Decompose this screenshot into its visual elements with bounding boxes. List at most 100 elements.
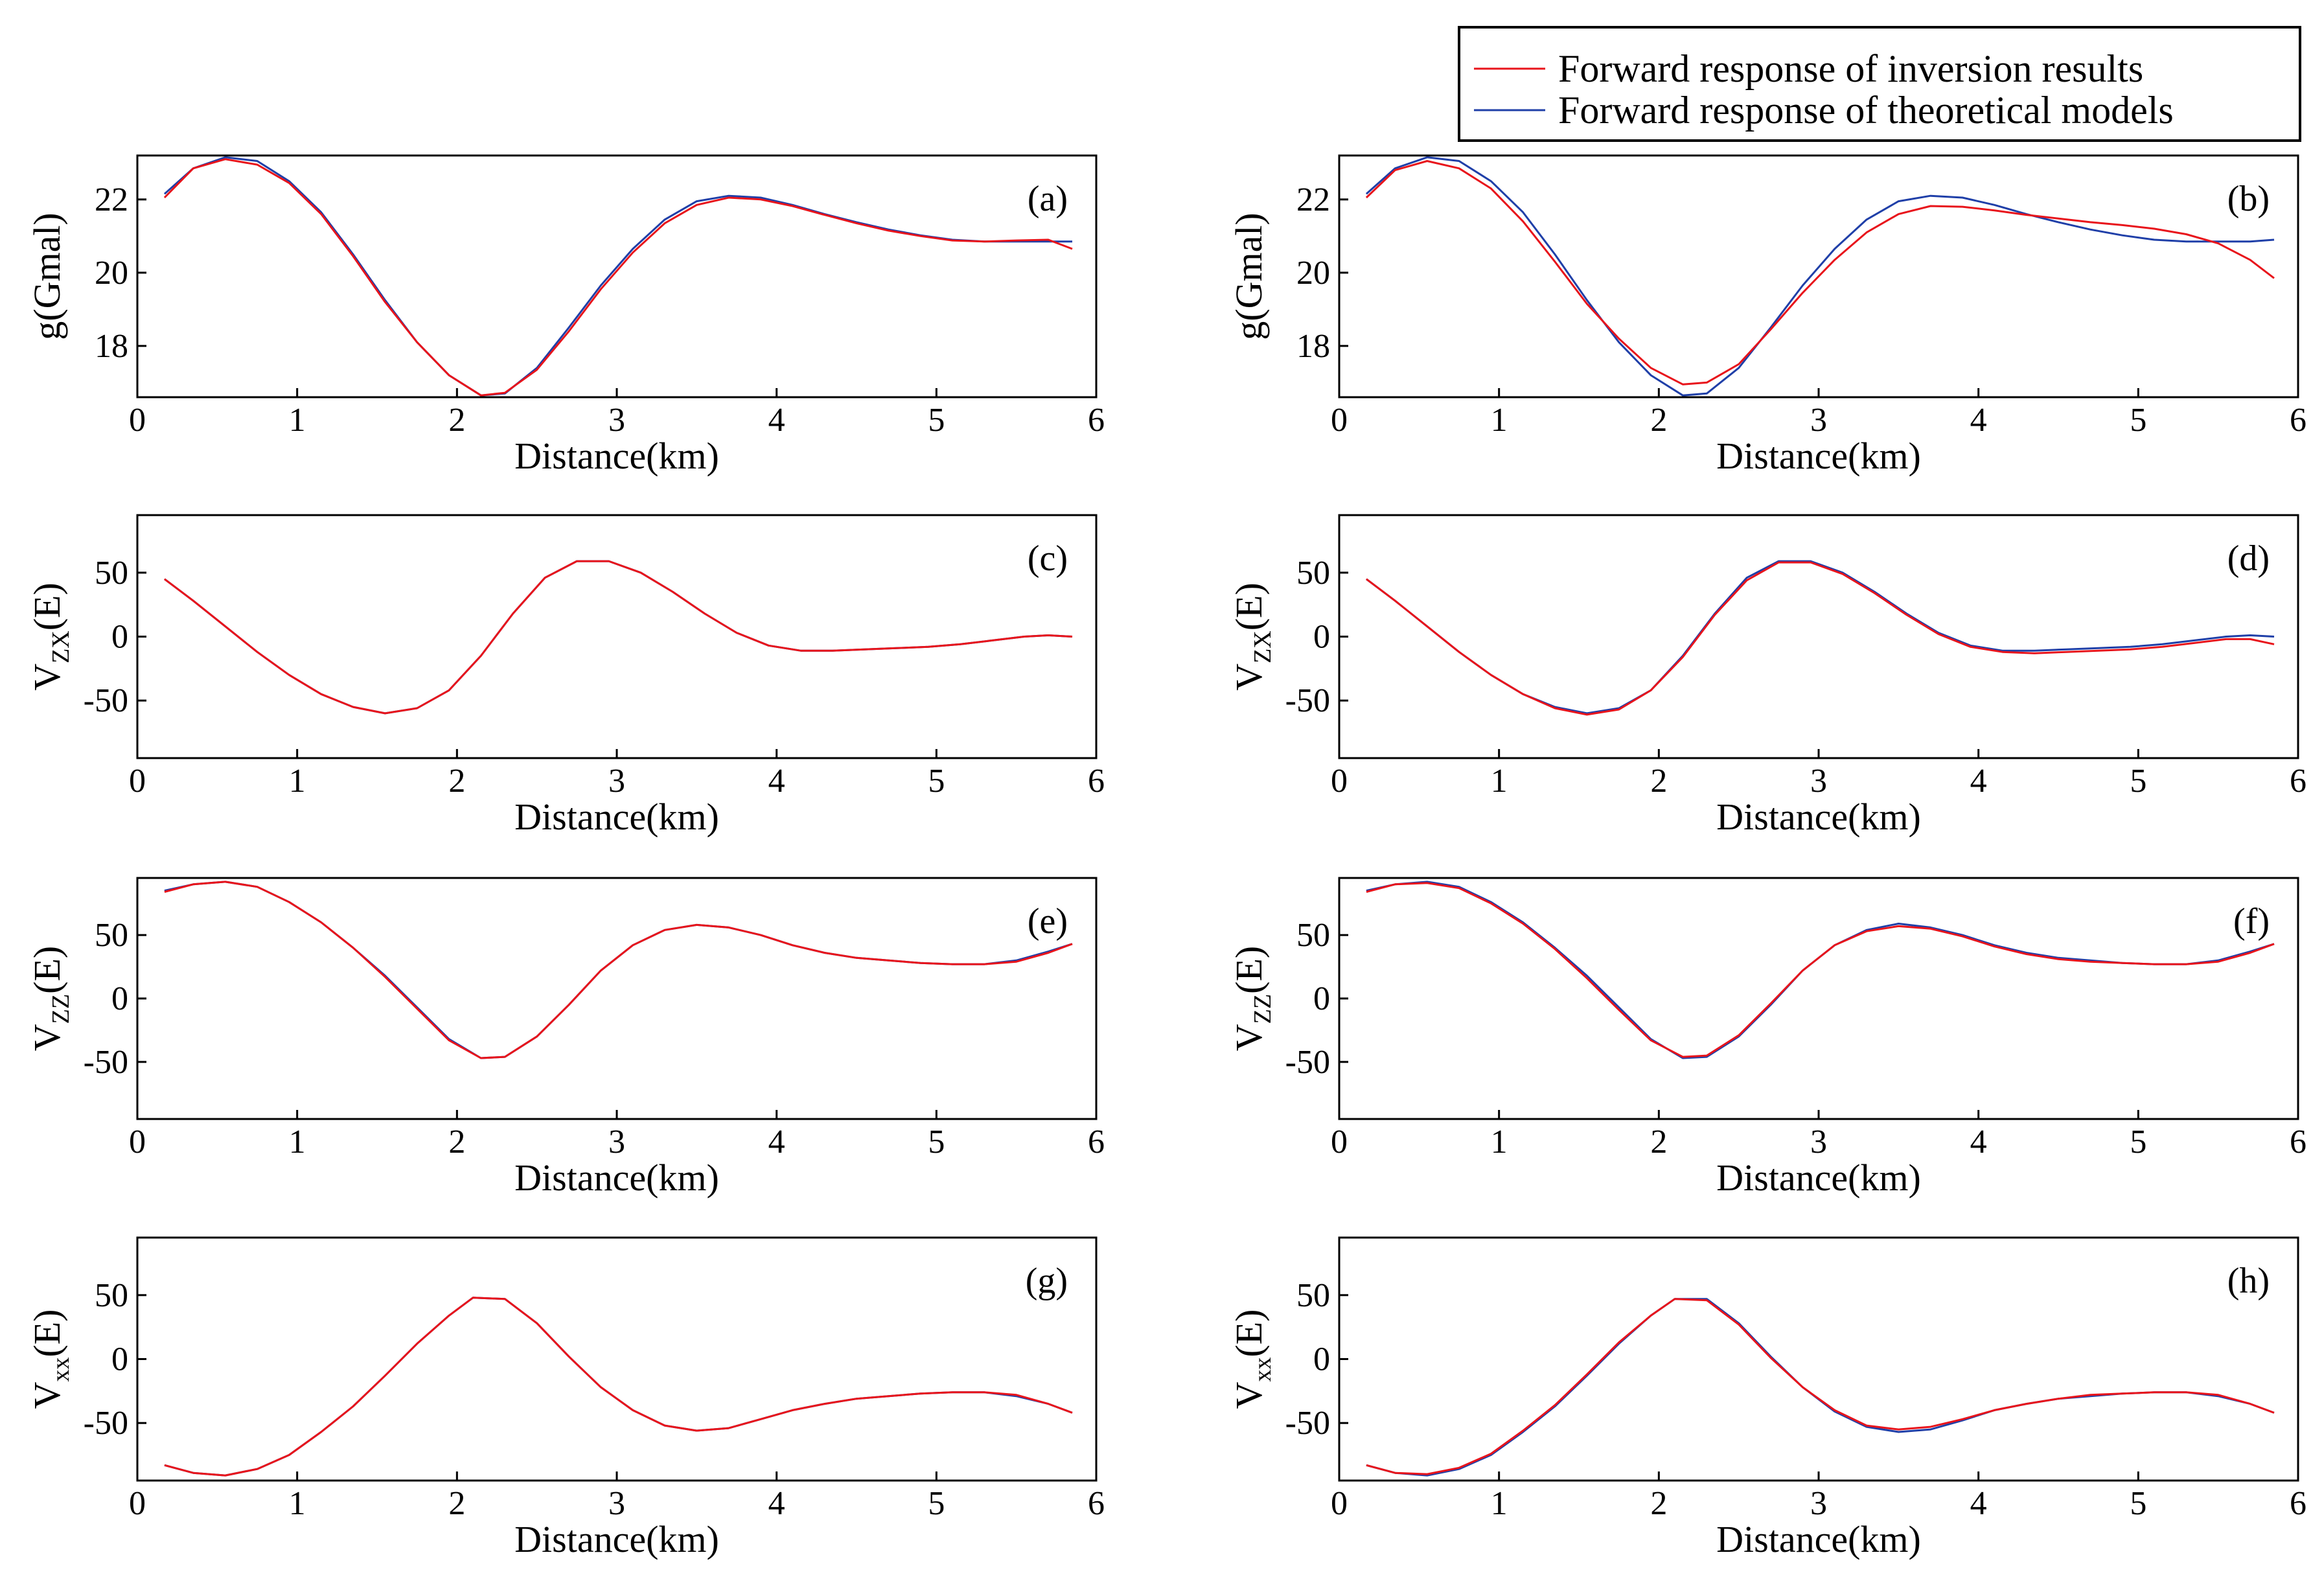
x-tick-label: 3 — [608, 402, 625, 439]
x-tick-label: 3 — [608, 1485, 625, 1522]
x-tick-label: 4 — [1970, 1485, 1987, 1522]
plot-frame — [1338, 877, 2299, 1120]
chart-panel-d: 0 1 2 3 4 5 6 -50 0 50 Distance(km) VZX(E) (d) — [1228, 514, 2307, 838]
y-axis-title: g(Gmal) — [26, 213, 68, 340]
x-axis-title: Distance(km) — [514, 1518, 719, 1560]
x-tick-label: 3 — [1810, 1124, 1827, 1160]
series-group — [1366, 881, 2275, 1059]
x-tick-label: 3 — [1810, 1485, 1827, 1522]
y-tick-label: 50 — [1296, 555, 1330, 592]
panel-label: (b) — [2227, 179, 2270, 219]
y-axis-title-subscript: xx — [1249, 1357, 1276, 1382]
y-tick-label: 0 — [111, 1341, 128, 1378]
x-tick-label: 1 — [1491, 1124, 1508, 1160]
x-tick-label: 2 — [1650, 763, 1667, 800]
series-group — [163, 156, 1073, 397]
panel-label: (h) — [2227, 1261, 2270, 1301]
x-tick-label: 3 — [608, 1124, 625, 1160]
x-tick-label: 0 — [1331, 1485, 1348, 1522]
x-tick-label: 0 — [129, 763, 146, 800]
y-tick-label: -50 — [1285, 1405, 1330, 1442]
x-tick-label: 2 — [448, 1485, 465, 1522]
y-tick-label: -50 — [1285, 682, 1330, 719]
y-axis-title-subscript: ZZ — [1249, 994, 1276, 1024]
x-tick-label: 6 — [2290, 1485, 2307, 1522]
series-line-inversion — [164, 1297, 1073, 1477]
series-line-inversion — [1365, 561, 2275, 716]
x-tick-label: 2 — [1650, 1485, 1667, 1522]
y-axis-title: VZZ(E) — [26, 946, 75, 1051]
y-axis-title-main: V — [1228, 1381, 1270, 1409]
x-tick-label: 5 — [928, 1124, 945, 1160]
y-tick-label: 0 — [1313, 619, 1330, 656]
y-axis-title-unit: (E) — [26, 1309, 68, 1357]
x-tick-label: 0 — [129, 1124, 146, 1160]
chart-panel-f: 0 1 2 3 4 5 6 -50 0 50 Distance(km) VZZ(E) (f) — [1228, 877, 2307, 1199]
x-tick-label: 2 — [448, 763, 465, 800]
y-axis-title-subscript: ZX — [47, 630, 75, 663]
panel-label: (d) — [2227, 538, 2270, 579]
panel-label: (a) — [1028, 179, 1068, 219]
y-axis-title-main: V — [1228, 663, 1270, 691]
y-axis-title-unit: (E) — [1228, 946, 1270, 994]
series-line-inversion — [1365, 160, 2275, 386]
y-axis-title: VZX(E) — [26, 583, 75, 691]
series-group — [1365, 560, 2275, 716]
y-tick-label: -50 — [84, 682, 128, 719]
y-axis-title-subscript: ZX — [1249, 630, 1276, 663]
chart-panel-h: 0 1 2 3 4 5 6 -50 0 50 Distance(km) Vxx(E) (h) — [1228, 1236, 2307, 1560]
legend-label-theoretical: Forward response of theoretical models — [1558, 89, 2174, 132]
x-tick-label: 0 — [129, 402, 146, 439]
x-tick-label: 5 — [2130, 402, 2146, 439]
legend-label-inversion: Forward response of inversion results — [1558, 47, 2143, 90]
x-tick-label: 3 — [1810, 763, 1827, 800]
y-tick-label: 22 — [1296, 181, 1330, 218]
chart-panel-e: 0 1 2 3 4 5 6 -50 0 50 Distance(km) VZZ(E) (e) — [26, 877, 1105, 1199]
panel-label: (e) — [1028, 901, 1068, 941]
series-group — [1365, 156, 2275, 397]
x-axis-title: Distance(km) — [1716, 435, 1921, 477]
panel-label: (f) — [2233, 901, 2270, 941]
y-tick-label: 50 — [95, 917, 128, 954]
y-tick-label: 50 — [95, 1277, 128, 1314]
x-tick-label: 4 — [768, 763, 785, 800]
y-axis-title-unit: (E) — [26, 583, 68, 630]
x-tick-label: 0 — [129, 1485, 146, 1522]
x-tick-label: 4 — [1970, 402, 1987, 439]
x-tick-label: 5 — [2130, 763, 2146, 800]
x-tick-label: 1 — [1491, 402, 1508, 439]
x-axis-title: Distance(km) — [514, 796, 719, 838]
x-tick-label: 6 — [1088, 763, 1105, 800]
chart-panel-a: 0 1 2 3 4 5 6 18 20 22 Distance(km) g(Gmal) (a) — [26, 154, 1105, 477]
legend-box — [1458, 26, 2301, 142]
y-tick-label: 22 — [95, 181, 128, 218]
x-tick-label: 2 — [1650, 1124, 1667, 1160]
y-tick-label: -50 — [1285, 1044, 1330, 1081]
x-tick-label: 6 — [2290, 763, 2307, 800]
y-axis-title-unit: (E) — [26, 946, 68, 994]
y-axis-title-main: V — [26, 1024, 68, 1051]
x-tick-label: 5 — [2130, 1124, 2146, 1160]
x-tick-label: 6 — [1088, 1124, 1105, 1160]
y-tick-label: 18 — [1296, 328, 1330, 365]
series-line-inversion — [163, 158, 1073, 397]
y-tick-label: 0 — [1313, 1341, 1330, 1378]
y-axis-title: VZZ(E) — [1228, 946, 1276, 1051]
chart-panel-c: 0 1 2 3 4 5 6 -50 0 50 Distance(km) VZX(E) (c) — [26, 514, 1105, 838]
x-tick-label: 1 — [1491, 763, 1508, 800]
y-axis-title-unit: (E) — [1228, 583, 1270, 630]
y-axis-title-main: V — [26, 1381, 68, 1409]
x-tick-label: 4 — [768, 1485, 785, 1522]
plot-frame — [1338, 1236, 2299, 1482]
series-group — [164, 1297, 1073, 1477]
x-tick-label: 2 — [448, 1124, 465, 1160]
x-tick-label: 4 — [768, 1124, 785, 1160]
x-tick-label: 2 — [1650, 402, 1667, 439]
chart-panel-b: 0 1 2 3 4 5 6 18 20 22 Distance(km) g(Gmal) (b) — [1228, 154, 2307, 477]
series-line-theoretical — [1365, 156, 2275, 397]
series-line-inversion — [1366, 1298, 2275, 1475]
series-line-theoretical — [164, 1297, 1073, 1477]
y-tick-label: -50 — [84, 1044, 128, 1081]
x-tick-label: 5 — [2130, 1485, 2146, 1522]
